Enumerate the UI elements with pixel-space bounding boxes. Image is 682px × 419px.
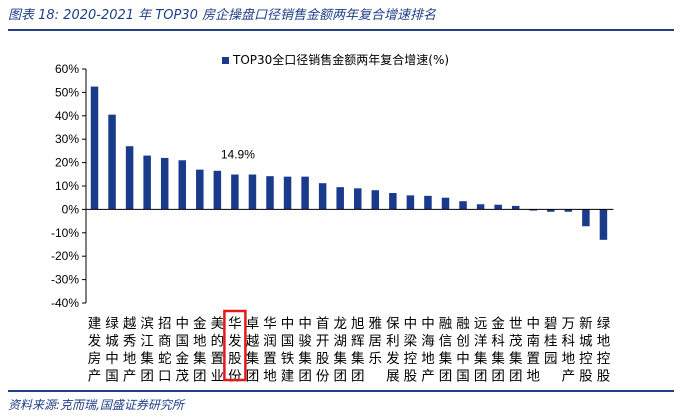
y-tick-label: -10% xyxy=(51,226,79,240)
x-category-label: 华发股份 xyxy=(228,316,242,385)
bar xyxy=(143,155,151,210)
annotation-group: 14.9% xyxy=(221,148,255,162)
bar xyxy=(441,197,450,210)
bar xyxy=(318,183,327,210)
bar xyxy=(213,170,222,210)
bar xyxy=(599,209,608,240)
x-category-label: 华润置地 xyxy=(263,316,277,385)
x-category-label: 招商蛇口 xyxy=(158,316,172,385)
y-tick-label: 60% xyxy=(55,62,79,76)
bar xyxy=(248,174,257,210)
bar xyxy=(108,114,116,210)
x-category-label: 融创中国 xyxy=(456,316,470,385)
y-tick-label: 30% xyxy=(55,132,79,146)
bar xyxy=(283,176,292,210)
bar xyxy=(354,188,362,210)
x-category-label: 保利发展 xyxy=(386,316,400,385)
x-category-label: 龙湖集团 xyxy=(333,316,347,385)
x-category-label: 中国金茂 xyxy=(176,316,190,385)
y-tick-label: -30% xyxy=(51,273,79,287)
y-axis: 60% 50% 40% 30% 20% 10% 0% -10% -20% -30% -40% xyxy=(51,62,87,310)
bar xyxy=(196,169,204,210)
bar xyxy=(406,195,415,210)
y-tick-label: 40% xyxy=(55,109,79,123)
x-category-label: 雅居乐 xyxy=(369,316,383,367)
x-category-label: 中海地产 xyxy=(421,316,435,385)
x-category-label: 滨江集团 xyxy=(140,316,154,385)
bar xyxy=(389,193,397,210)
x-category-label: 建发房产 xyxy=(88,316,102,385)
x-category-label: 中国铁建 xyxy=(281,316,295,385)
figure-source: 资料来源:克而瑞,国盛证券研究所 xyxy=(8,390,674,416)
bar xyxy=(564,209,573,212)
x-category-label: 金科集团 xyxy=(491,316,505,385)
x-category-label: 碧桂园 xyxy=(544,316,558,367)
x-category-label: 越秀地产 xyxy=(123,316,137,385)
x-category-label: 中梁控股 xyxy=(404,316,418,385)
x-category-label: 新城控股 xyxy=(579,316,593,385)
highlight-box xyxy=(223,309,247,382)
x-category-label: 卓越集团 xyxy=(246,316,260,385)
bar-series xyxy=(90,86,608,240)
y-tick-label: 50% xyxy=(55,85,79,99)
bar xyxy=(476,204,485,210)
bar xyxy=(529,209,537,211)
x-category-label: 金地集团 xyxy=(193,316,207,385)
y-tick-label: -40% xyxy=(51,296,79,310)
figure-title: 图表 18: 2020-2021 年 TOP30 房企操盘口径销售金额两年复合增… xyxy=(8,3,674,31)
data-label: 14.9% xyxy=(221,148,255,162)
x-category-label: 旭辉集团 xyxy=(351,316,365,385)
x-category-label: 融信集团 xyxy=(439,316,453,385)
y-tick-label: 0% xyxy=(62,202,80,216)
x-category-label: 美的置业 xyxy=(211,316,225,385)
x-category-label: 世茂集团 xyxy=(509,316,523,385)
chart-legend: TOP30全口径销售金额两年复合增速(%) xyxy=(222,52,449,67)
x-category-label: 远洋集团 xyxy=(474,316,488,385)
y-tick-label: 20% xyxy=(55,156,79,170)
bar xyxy=(582,209,590,227)
bar xyxy=(511,205,520,210)
x-category-label: 绿城中国 xyxy=(105,316,119,385)
x-category-label: 首开股份 xyxy=(316,316,330,385)
bar xyxy=(547,209,555,212)
bar xyxy=(336,187,344,210)
bar xyxy=(90,86,99,210)
bar xyxy=(301,176,309,210)
legend-swatch xyxy=(222,57,229,64)
bar xyxy=(125,146,134,210)
legend-label: TOP30全口径销售金额两年复合增速(%) xyxy=(232,52,449,67)
highlight-group xyxy=(223,309,247,382)
x-axis-labels: 建发房产绿城中国越秀地产滨江集团招商蛇口中国金茂金地集团美的置业华发股份卓越集团… xyxy=(88,316,611,385)
y-tick-label: -20% xyxy=(51,249,79,263)
x-category-label: 绿地控股 xyxy=(597,316,611,385)
bar xyxy=(494,204,502,210)
x-category-label: 万科地产 xyxy=(562,316,576,385)
bar xyxy=(160,157,169,210)
x-category-label: 中骏集团 xyxy=(298,316,312,385)
bar xyxy=(231,174,239,210)
bar xyxy=(459,201,467,210)
bar xyxy=(424,195,432,210)
x-category-label: 中南置地 xyxy=(527,316,541,385)
y-tick-label: 10% xyxy=(55,179,79,193)
bar xyxy=(266,176,274,210)
bar xyxy=(371,190,380,210)
bar xyxy=(178,160,186,210)
